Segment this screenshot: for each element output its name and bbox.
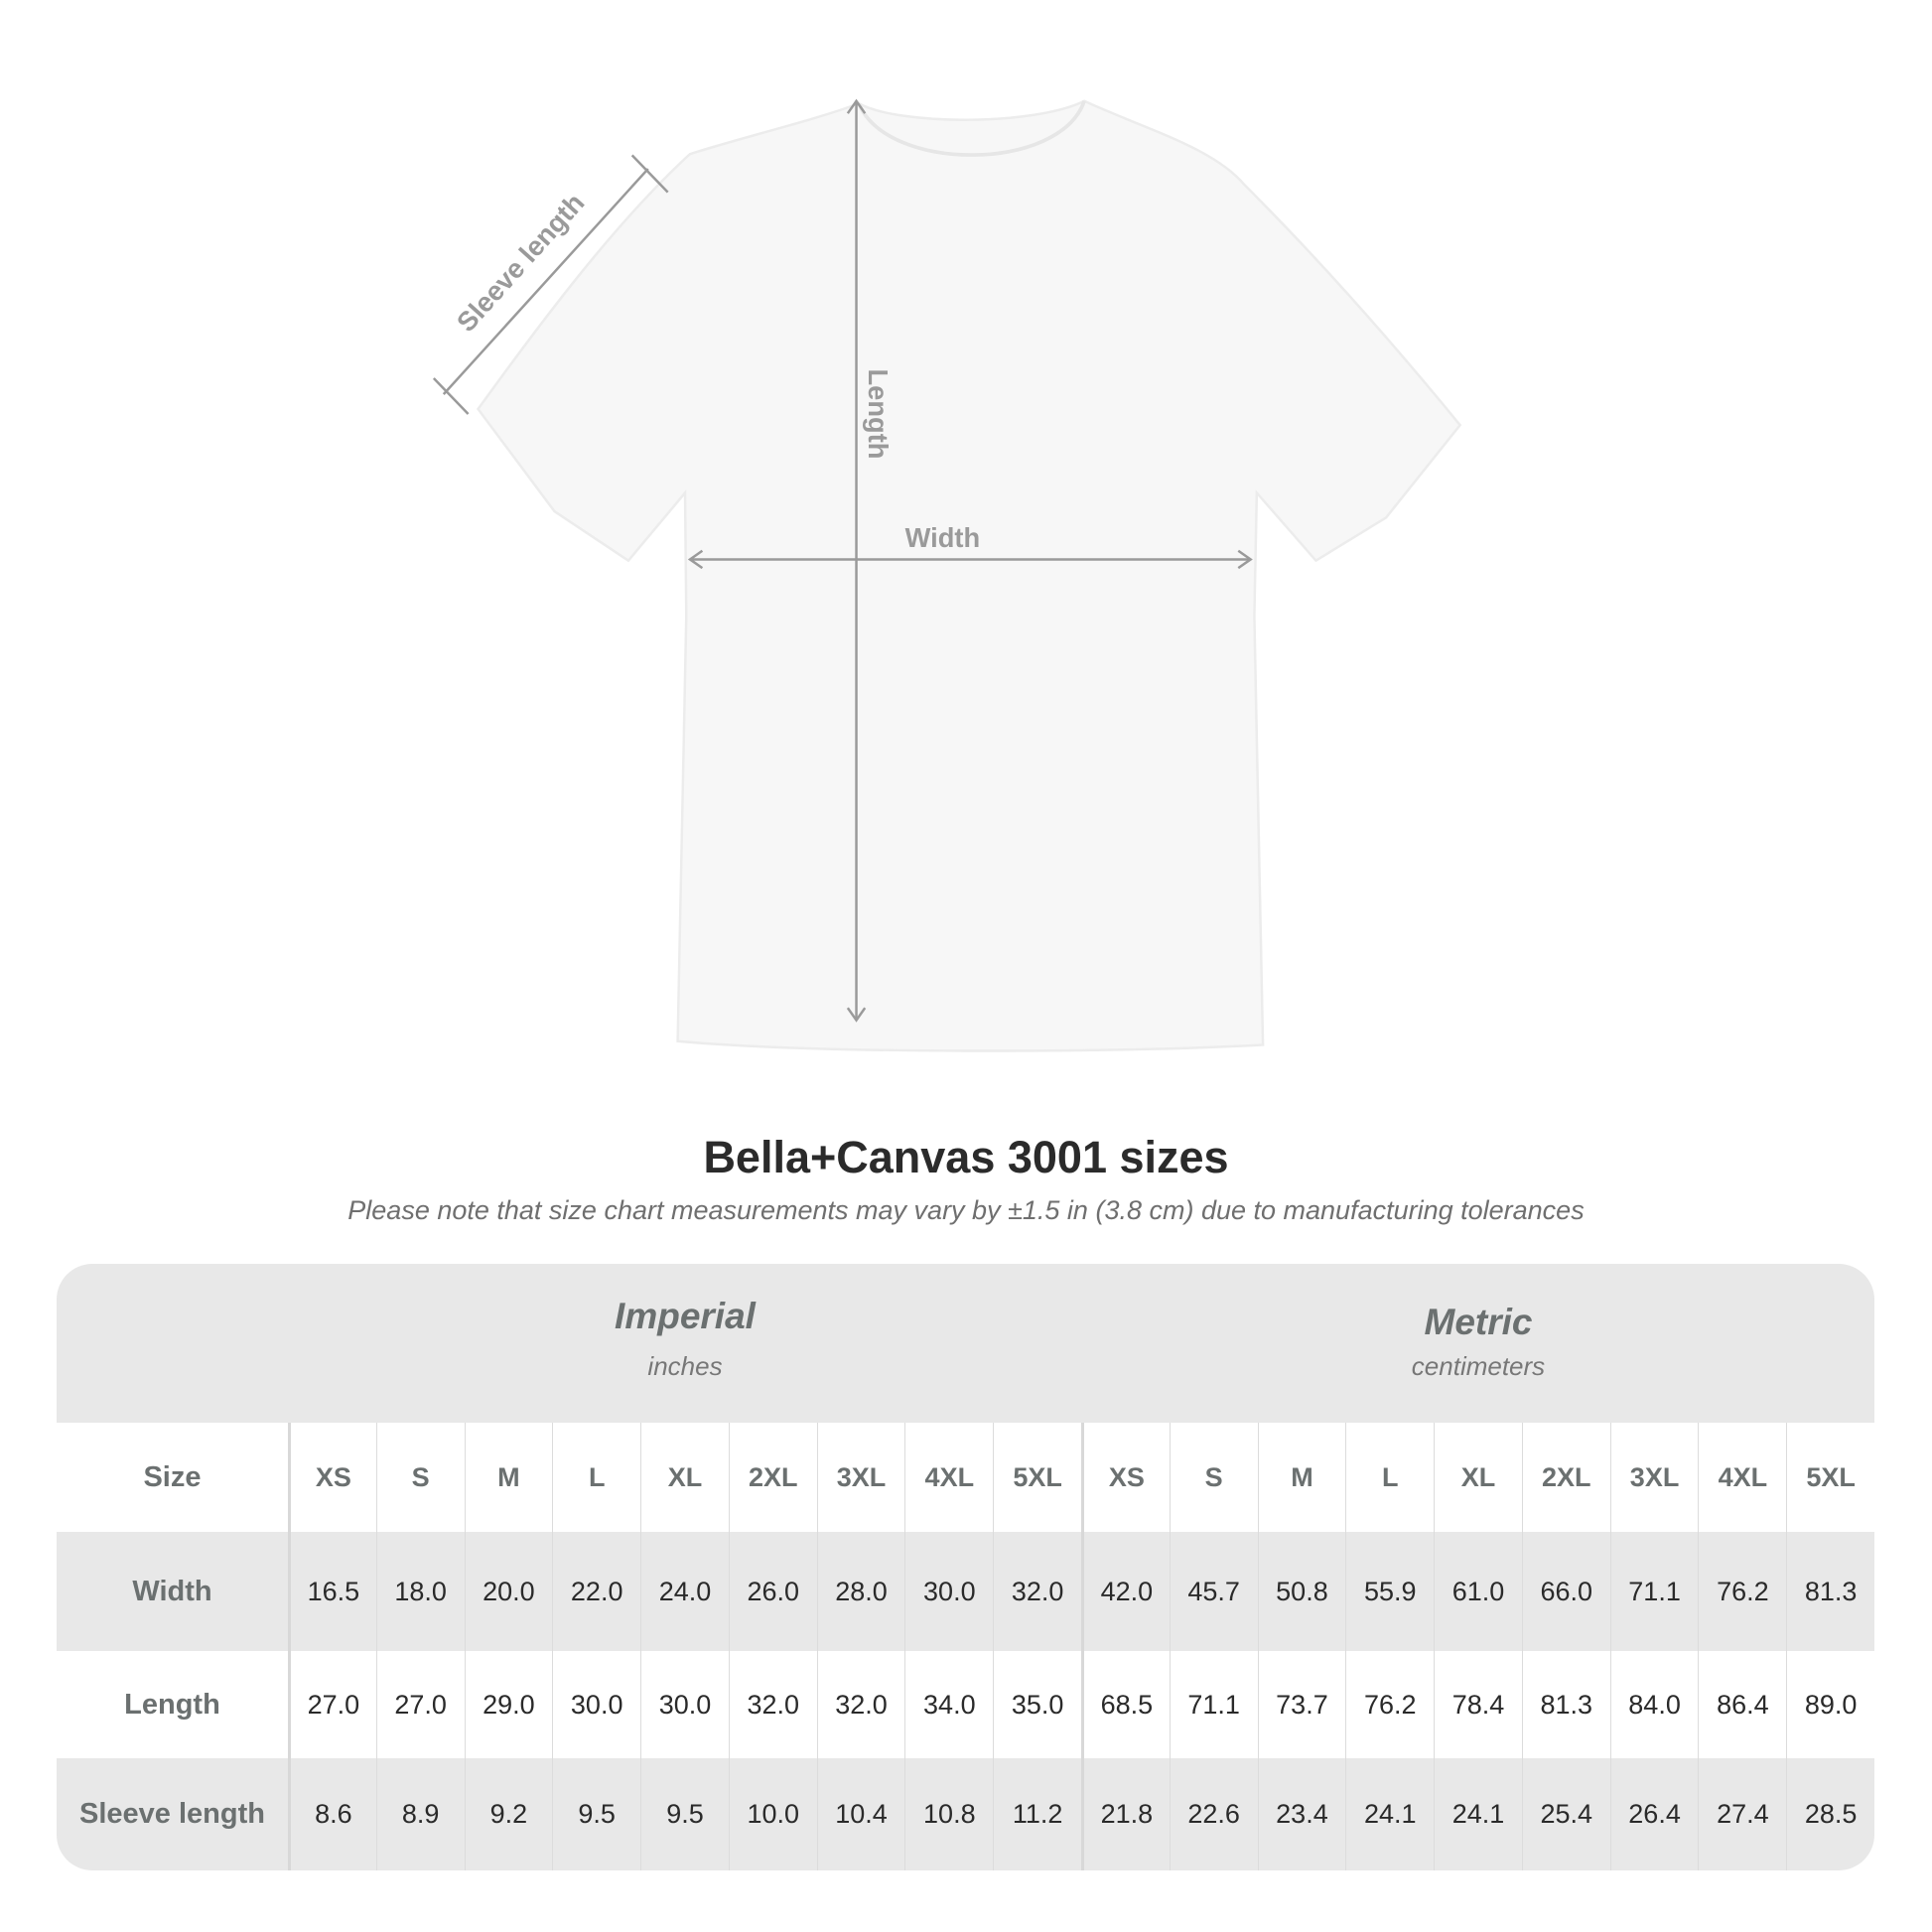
table-cell: 10.8 [904, 1758, 993, 1870]
length-label: Length [863, 369, 894, 460]
table-cell: 9.5 [640, 1758, 729, 1870]
table-cell: 27.4 [1698, 1758, 1786, 1870]
table-cell: 32.0 [993, 1532, 1081, 1651]
unit-header: Imperial inches Metric centimeters [57, 1264, 1874, 1423]
table-cell: 34.0 [904, 1651, 993, 1758]
width-label: Width [905, 522, 981, 553]
table-cell: 86.4 [1698, 1651, 1786, 1758]
metric-title: Metric [1424, 1302, 1533, 1342]
size-table: Imperial inches Metric centimeters Size X… [57, 1264, 1874, 1870]
size-header-cell: L [1345, 1423, 1434, 1532]
table-cell: 23.4 [1257, 1758, 1346, 1870]
table-cell: 24.1 [1434, 1758, 1522, 1870]
table-cell: 78.4 [1434, 1651, 1522, 1758]
size-label: Size [143, 1460, 202, 1493]
size-header-cell: M [1257, 1423, 1346, 1532]
size-header-cell: 3XL [1609, 1423, 1699, 1532]
table-cell: 68.5 [1080, 1651, 1170, 1758]
tshirt-image [476, 99, 1462, 1052]
size-header-cell: M [464, 1423, 553, 1532]
table-cell: 22.6 [1169, 1758, 1258, 1870]
size-header-cell: 4XL [1698, 1423, 1786, 1532]
size-header-cell: XL [1434, 1423, 1522, 1532]
size-header-cell: L [552, 1423, 640, 1532]
table-cell: 18.0 [375, 1532, 465, 1651]
row-label: Sleeve length [78, 1798, 265, 1830]
table-cell: 76.2 [1345, 1651, 1434, 1758]
table-cell: 71.1 [1169, 1651, 1258, 1758]
table-cell: 24.1 [1345, 1758, 1434, 1870]
table-cell: 10.0 [728, 1758, 817, 1870]
chart-title: Bella+Canvas 3001 sizes [703, 1132, 1229, 1182]
table-cell: 27.0 [287, 1651, 376, 1758]
size-header-cell: XS [287, 1423, 376, 1532]
table-cell: 73.7 [1257, 1651, 1346, 1758]
table-cell: 20.0 [464, 1532, 553, 1651]
collar [857, 100, 1086, 157]
table-cell: 9.5 [552, 1758, 640, 1870]
table-cell: 35.0 [993, 1651, 1081, 1758]
size-header-cell: 3XL [816, 1423, 905, 1532]
table-cell: 30.0 [640, 1651, 729, 1758]
table-cell: 28.0 [816, 1532, 905, 1651]
metric-header: Metric centimeters [1082, 1302, 1874, 1382]
table-cell: 55.9 [1345, 1532, 1434, 1651]
imperial-unit: inches [647, 1351, 723, 1381]
imperial-header: Imperial inches [288, 1296, 1082, 1382]
table-cell: 66.0 [1521, 1532, 1610, 1651]
size-header-cell: XL [640, 1423, 729, 1532]
table-cell: 76.2 [1698, 1532, 1786, 1651]
imperial-title: Imperial [615, 1296, 756, 1336]
size-header-cell: 5XL [993, 1423, 1081, 1532]
table-cell: 71.1 [1609, 1532, 1699, 1651]
table-cell: 24.0 [640, 1532, 729, 1651]
table-row: Sleeve length 8.6 8.9 9.2 9.5 9.5 10.0 10.4 10.8… [57, 1758, 1874, 1870]
table-cell: 81.3 [1786, 1532, 1874, 1651]
table-cell: 84.0 [1609, 1651, 1699, 1758]
table-cell: 81.3 [1521, 1651, 1610, 1758]
table-cell: 8.6 [287, 1758, 376, 1870]
table-cell: 28.5 [1786, 1758, 1874, 1870]
table-cell: 29.0 [464, 1651, 553, 1758]
size-header-cell: XS [1080, 1423, 1170, 1532]
table-cell: 32.0 [728, 1651, 817, 1758]
table-cell: 32.0 [816, 1651, 905, 1758]
tolerance-note: Please note that size chart measurements… [347, 1195, 1585, 1225]
table-cell: 9.2 [464, 1758, 553, 1870]
table-cell: 30.0 [552, 1651, 640, 1758]
table-cell: 50.8 [1257, 1532, 1346, 1651]
tshirt-measurement-diagram: Sleeve length Length Width [432, 98, 1462, 1052]
size-header-cell: 5XL [1786, 1423, 1874, 1532]
table-cell: 8.9 [375, 1758, 465, 1870]
table-cell: 11.2 [993, 1758, 1081, 1870]
table-cell: 10.4 [816, 1758, 905, 1870]
row-label: Width [132, 1575, 212, 1607]
table-cell: 26.4 [1609, 1758, 1699, 1870]
table-row: Length 27.0 27.0 29.0 30.0 30.0 32.0 32.0 34.0 35… [57, 1651, 1874, 1758]
size-header-cell: 2XL [1521, 1423, 1610, 1532]
table-cell: 22.0 [552, 1532, 640, 1651]
table-cell: 21.8 [1080, 1758, 1170, 1870]
size-header-cell: S [1169, 1423, 1258, 1532]
size-header-cell: S [375, 1423, 465, 1532]
table-cell: 25.4 [1521, 1758, 1610, 1870]
table-cell: 27.0 [375, 1651, 465, 1758]
size-header-cell: 4XL [904, 1423, 993, 1532]
table-cell: 30.0 [904, 1532, 993, 1651]
table-cell: 45.7 [1169, 1532, 1258, 1651]
table-cell: 16.5 [287, 1532, 376, 1651]
row-label: Length [124, 1688, 220, 1721]
table-cell: 89.0 [1786, 1651, 1874, 1758]
metric-unit: centimeters [1411, 1351, 1546, 1381]
table-cell: 61.0 [1434, 1532, 1522, 1651]
table-cell: 26.0 [728, 1532, 817, 1651]
sleeve-measure-line [442, 168, 649, 395]
size-header-row: Size XS S M L XL 2XL 3XL 4XL 5XL XS S M L XL 2XL 3XL 4XL 5… [57, 1423, 1874, 1532]
table-cell: 42.0 [1080, 1532, 1170, 1651]
table-row: Width 16.5 18.0 20.0 22.0 24.0 26.0 28.0 30.0 32.… [57, 1532, 1874, 1651]
size-header-cell: 2XL [728, 1423, 817, 1532]
